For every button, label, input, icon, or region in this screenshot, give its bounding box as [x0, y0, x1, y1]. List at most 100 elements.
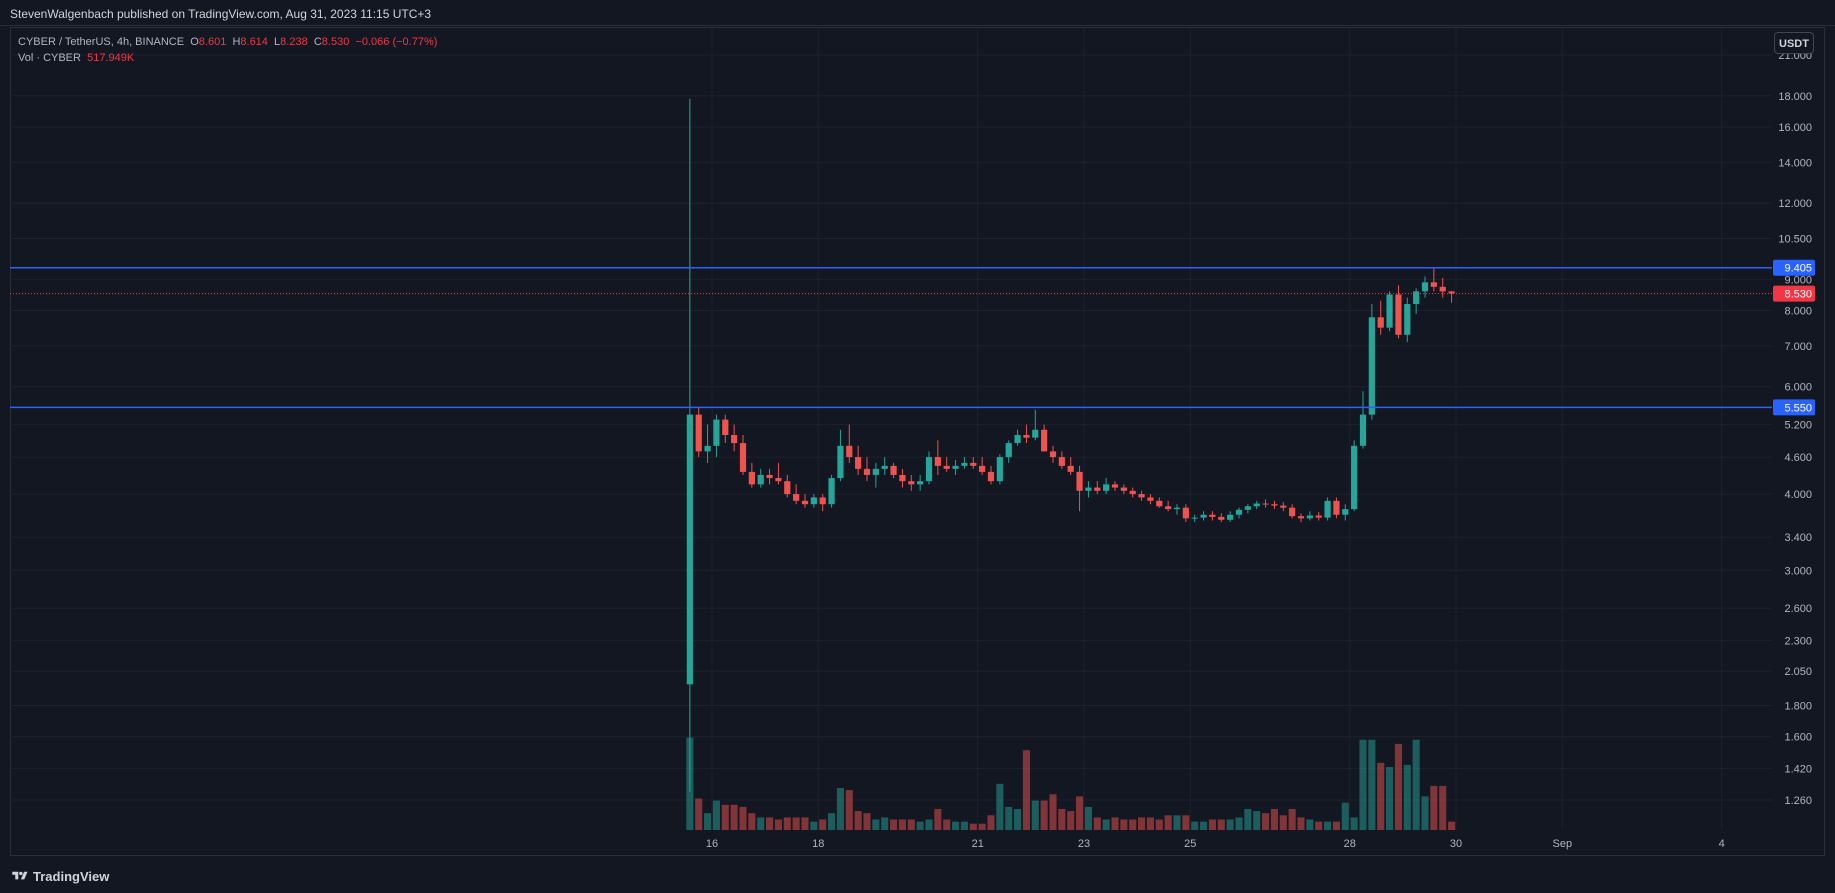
volume-bar	[890, 819, 898, 830]
volume-bar	[1022, 750, 1030, 830]
candle-body	[1067, 465, 1074, 472]
high-label: H	[232, 36, 241, 48]
candle-body	[952, 465, 959, 469]
symbol-label[interactable]: CYBER / TetherUS, 4h, BINANCE	[18, 36, 185, 48]
volume-bar	[1324, 821, 1332, 830]
candle-body	[1439, 286, 1446, 292]
candle-body	[1351, 445, 1358, 510]
candle-body	[1173, 507, 1181, 510]
chart-pane[interactable]	[10, 27, 1825, 856]
candle-body	[1200, 514, 1207, 518]
candle-body	[1448, 291, 1455, 294]
price-tick-label: 1.420	[1784, 763, 1812, 775]
candle-body	[1111, 484, 1119, 488]
candle-body	[908, 481, 915, 485]
volume-bar	[1412, 739, 1420, 830]
price-tick-label: 7.000	[1784, 341, 1812, 353]
volume-bar	[881, 817, 889, 830]
candle-body	[695, 414, 702, 452]
candle-body	[1023, 435, 1030, 438]
price-tick-label: 5.200	[1784, 420, 1812, 432]
candle-body	[704, 445, 711, 452]
volume-bar	[1093, 817, 1101, 830]
volume-bar	[730, 804, 738, 830]
volume-bar	[872, 819, 880, 830]
price-tick-label: 1.260	[1784, 795, 1812, 807]
time-tick-label: 28	[1344, 838, 1356, 850]
volume-bar	[1182, 815, 1190, 830]
volume-bar	[1173, 815, 1181, 830]
volume-bar	[766, 817, 774, 830]
candle-body	[837, 445, 844, 479]
volume-bar	[978, 823, 986, 830]
candle-body	[731, 435, 738, 444]
candle-body	[1076, 471, 1083, 491]
volume-bar	[1040, 800, 1048, 830]
time-tick-label: 30	[1450, 838, 1462, 850]
published-header: StevenWalgenbach published on TradingVie…	[0, 0, 1835, 26]
candle-body	[757, 474, 764, 485]
candle-body	[1049, 451, 1057, 458]
volume-bar	[863, 813, 871, 830]
candle-body	[1120, 487, 1127, 491]
volume-bar	[943, 819, 951, 830]
volume-bar	[1005, 806, 1013, 830]
volume-bar	[1120, 819, 1128, 830]
candle-body	[1129, 490, 1136, 495]
price-tick-label: 4.600	[1784, 452, 1812, 464]
tradingview-brand: TradingView	[33, 869, 110, 884]
candle-body	[828, 478, 835, 505]
candle-body	[1094, 487, 1101, 491]
candle-body	[996, 457, 1003, 482]
candle-body	[766, 474, 773, 479]
candle-body	[934, 457, 941, 466]
volume-bar	[1102, 819, 1110, 830]
volume-bar	[1386, 767, 1394, 830]
volume-bar	[925, 819, 933, 830]
candle-body	[846, 445, 853, 458]
candle-body	[1191, 517, 1198, 519]
volume-bar	[1208, 819, 1216, 830]
candle-body	[872, 468, 879, 475]
volume-bar	[1138, 817, 1146, 830]
volume-bar	[819, 819, 827, 830]
volume-bar	[1191, 821, 1199, 830]
currency-button[interactable]: USDT	[1774, 32, 1814, 54]
volume-bar	[1226, 819, 1234, 830]
volume-bar	[1394, 743, 1402, 830]
volume-bar	[1377, 762, 1385, 830]
volume-bar	[952, 821, 960, 830]
volume-bar	[854, 811, 862, 830]
volume-bar	[1279, 815, 1287, 830]
candle-body	[1386, 294, 1393, 328]
high-value: 8.614	[240, 36, 268, 48]
candle-body	[722, 419, 729, 436]
candle-body	[943, 465, 950, 469]
candle-body	[890, 465, 897, 475]
volume-label[interactable]: Vol · CYBER	[18, 52, 81, 64]
candle-body	[1262, 503, 1269, 505]
price-tick-label: 16.000	[1778, 122, 1812, 134]
time-tick-label: 4	[1719, 838, 1725, 850]
candle-body	[970, 462, 977, 466]
volume-bar	[1439, 785, 1447, 830]
volume-bar	[1448, 821, 1456, 830]
time-tick-label: 23	[1078, 838, 1090, 850]
volume-bar	[1076, 796, 1084, 830]
price-tick-label: 1.600	[1784, 732, 1812, 744]
candle-body	[784, 481, 791, 495]
candle-body	[793, 494, 800, 501]
candle-body	[1041, 429, 1048, 452]
footer: TradingView	[0, 860, 1835, 893]
candle-body	[819, 497, 826, 505]
candle-body	[1032, 429, 1039, 438]
candle-body	[1404, 304, 1411, 335]
time-tick-label: 16	[706, 838, 718, 850]
candle-body	[1324, 500, 1331, 518]
price-tick-label: 6.000	[1784, 382, 1812, 394]
volume-bar	[1031, 800, 1039, 830]
price-tick-label: 9.000	[1784, 274, 1812, 286]
price-tick-label: 3.000	[1784, 565, 1812, 577]
candle-body	[810, 497, 817, 505]
